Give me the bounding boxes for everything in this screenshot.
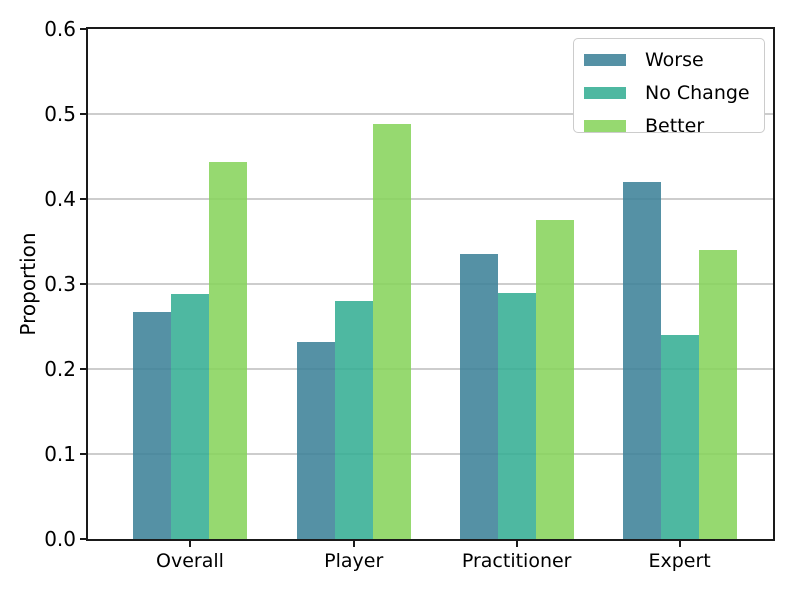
legend-label-better: Better [645, 115, 705, 137]
bar-worse-practitioner [459, 254, 498, 539]
legend-label-no-change: No Change [645, 82, 750, 104]
bar-no-change-expert [660, 335, 699, 539]
y-tick-label: 0.3 [44, 272, 76, 296]
gridline [88, 283, 773, 285]
y-tick-label: 0.0 [44, 527, 76, 551]
y-tick-label: 0.6 [44, 17, 76, 41]
x-tick-mark [352, 541, 355, 547]
gridline [88, 113, 773, 115]
legend-swatch-worse [584, 54, 626, 66]
x-tick-mark [678, 541, 681, 547]
bar-worse-overall [132, 312, 171, 539]
gridline [88, 453, 773, 455]
bar-group-practitioner [459, 220, 574, 539]
y-tick-mark [80, 198, 86, 200]
bar-no-change-practitioner [497, 293, 536, 539]
bar-group-expert [622, 182, 737, 539]
y-tick-mark [80, 113, 86, 115]
bar-group-player [296, 124, 411, 539]
plot-area: Worse No Change Better [86, 27, 775, 541]
bar-no-change-overall [170, 294, 209, 539]
y-tick-label: 0.4 [44, 187, 76, 211]
legend-label-worse: Worse [645, 49, 704, 71]
y-tick-label: 0.1 [44, 442, 76, 466]
bar-better-expert [698, 250, 737, 539]
x-tick-mark [188, 541, 191, 547]
bar-group-overall [132, 161, 247, 539]
y-tick-label: 0.5 [44, 102, 76, 126]
bar-better-practitioner [535, 220, 574, 539]
legend-swatch-no-change [584, 87, 626, 99]
legend-item-better: Better [584, 115, 764, 137]
y-tick-label: 0.2 [44, 357, 76, 381]
x-tick-label-overall: Overall [156, 550, 224, 572]
y-tick-mark [80, 283, 86, 285]
gridline [88, 368, 773, 370]
bar-worse-player [296, 341, 335, 539]
bar-no-change-player [334, 301, 373, 539]
x-tick-label-practitioner: Practitioner [461, 550, 572, 572]
bar-worse-expert [622, 182, 661, 539]
y-tick-mark [80, 368, 86, 370]
x-tick-label-player: Player [324, 550, 384, 572]
legend-swatch-better [584, 120, 626, 132]
bar-better-player [372, 124, 411, 539]
y-tick-mark [80, 453, 86, 455]
y-tick-mark [80, 538, 86, 540]
gridline [88, 198, 773, 200]
bar-better-overall [208, 161, 247, 539]
y-tick-mark [80, 28, 86, 30]
legend-item-no-change: No Change [584, 82, 764, 104]
legend-item-worse: Worse [584, 49, 764, 71]
x-tick-mark [515, 541, 518, 547]
x-tick-label-expert: Expert [648, 550, 711, 572]
legend: Worse No Change Better [573, 38, 765, 137]
